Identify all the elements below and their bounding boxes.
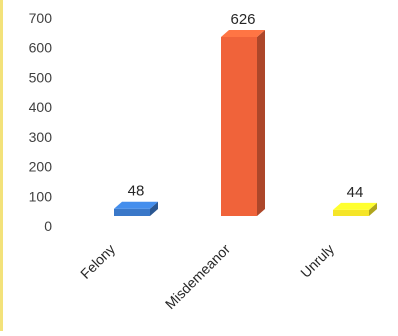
y-tick-label: 200 [29, 159, 53, 175]
bar-side-face [369, 202, 377, 216]
y-tick-label: 0 [44, 218, 52, 234]
bar-front-face [333, 209, 369, 216]
bar-top-face [221, 29, 265, 37]
data-labels: 48 626 44 [128, 11, 364, 201]
bar-side-face [257, 29, 265, 216]
x-tick-label: Misdemeanor [162, 241, 234, 313]
data-label: 48 [128, 183, 145, 200]
bar [333, 202, 377, 216]
data-label: 44 [347, 184, 364, 201]
y-axis: 0 100 200 300 400 500 600 700 [29, 10, 53, 234]
y-tick-label: 500 [29, 69, 53, 85]
y-tick-label: 100 [29, 188, 53, 204]
bar-side-face [150, 201, 158, 216]
bar-front-face [221, 36, 257, 216]
x-tick-label: Felony [77, 241, 118, 282]
bar-top-face [114, 201, 158, 209]
bar-top-face [333, 202, 377, 210]
y-tick-label: 600 [29, 40, 53, 56]
bar-series [114, 29, 377, 216]
left-accent-strip [0, 0, 3, 331]
x-axis: Felony Misdemeanor Unruly [77, 241, 337, 313]
y-tick-label: 700 [29, 10, 53, 26]
y-tick-label: 300 [29, 129, 53, 145]
y-tick-label: 400 [29, 99, 53, 115]
bar-front-face [114, 208, 150, 216]
bar [221, 29, 265, 216]
bar [114, 201, 158, 216]
x-tick-label: Unruly [297, 241, 337, 281]
data-label: 626 [230, 11, 255, 28]
